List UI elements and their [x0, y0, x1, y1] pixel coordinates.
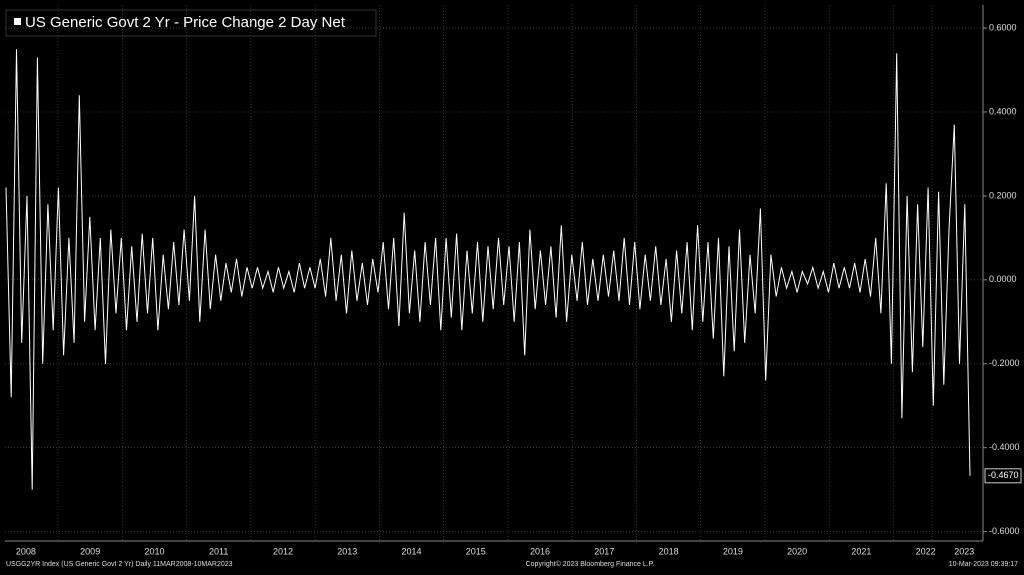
x-tick-label: 2022: [916, 546, 936, 556]
x-tick-label: 2019: [723, 546, 743, 556]
x-tick-label: 2015: [466, 546, 486, 556]
last-value-label: -0.4670: [988, 470, 1019, 480]
x-tick-label: 2009: [80, 546, 100, 556]
chart-title: US Generic Govt 2 Yr - Price Change 2 Da…: [25, 14, 346, 31]
legend-swatch: [14, 18, 21, 25]
x-tick-label: 2012: [273, 546, 293, 556]
y-tick-label: 0.2000: [989, 190, 1017, 200]
series-line: [5, 49, 971, 490]
footer-left: USGG2YR Index (US Generic Govt 2 Yr) Dai…: [6, 561, 233, 568]
x-tick-label: 2010: [144, 546, 164, 556]
y-tick-label: 0.4000: [989, 106, 1017, 116]
x-tick-label: 2008: [16, 546, 36, 556]
y-tick-label: 0.0000: [989, 274, 1017, 284]
last-value-box: [984, 468, 1022, 484]
x-tick-label: 2023: [954, 546, 974, 556]
x-tick-label: 2020: [787, 546, 807, 556]
y-tick-label: -0.4000: [989, 442, 1020, 452]
x-tick-label: 2013: [337, 546, 357, 556]
y-tick-label: 0.6000: [989, 22, 1017, 32]
x-tick-label: 2016: [530, 546, 550, 556]
x-tick-label: 2014: [402, 546, 422, 556]
y-tick-label: -0.2000: [989, 358, 1020, 368]
y-tick-label: -0.6000: [989, 526, 1020, 536]
footer-right: 10-Mar-2023 09:39:17: [949, 561, 1018, 568]
x-tick-label: 2021: [851, 546, 871, 556]
title-box: [5, 9, 377, 37]
x-tick-label: 2011: [209, 546, 228, 556]
x-tick-label: 2017: [594, 546, 614, 556]
footer-center: Copyright© 2023 Bloomberg Finance L.P.: [526, 560, 655, 568]
x-tick-label: 2018: [659, 546, 679, 556]
